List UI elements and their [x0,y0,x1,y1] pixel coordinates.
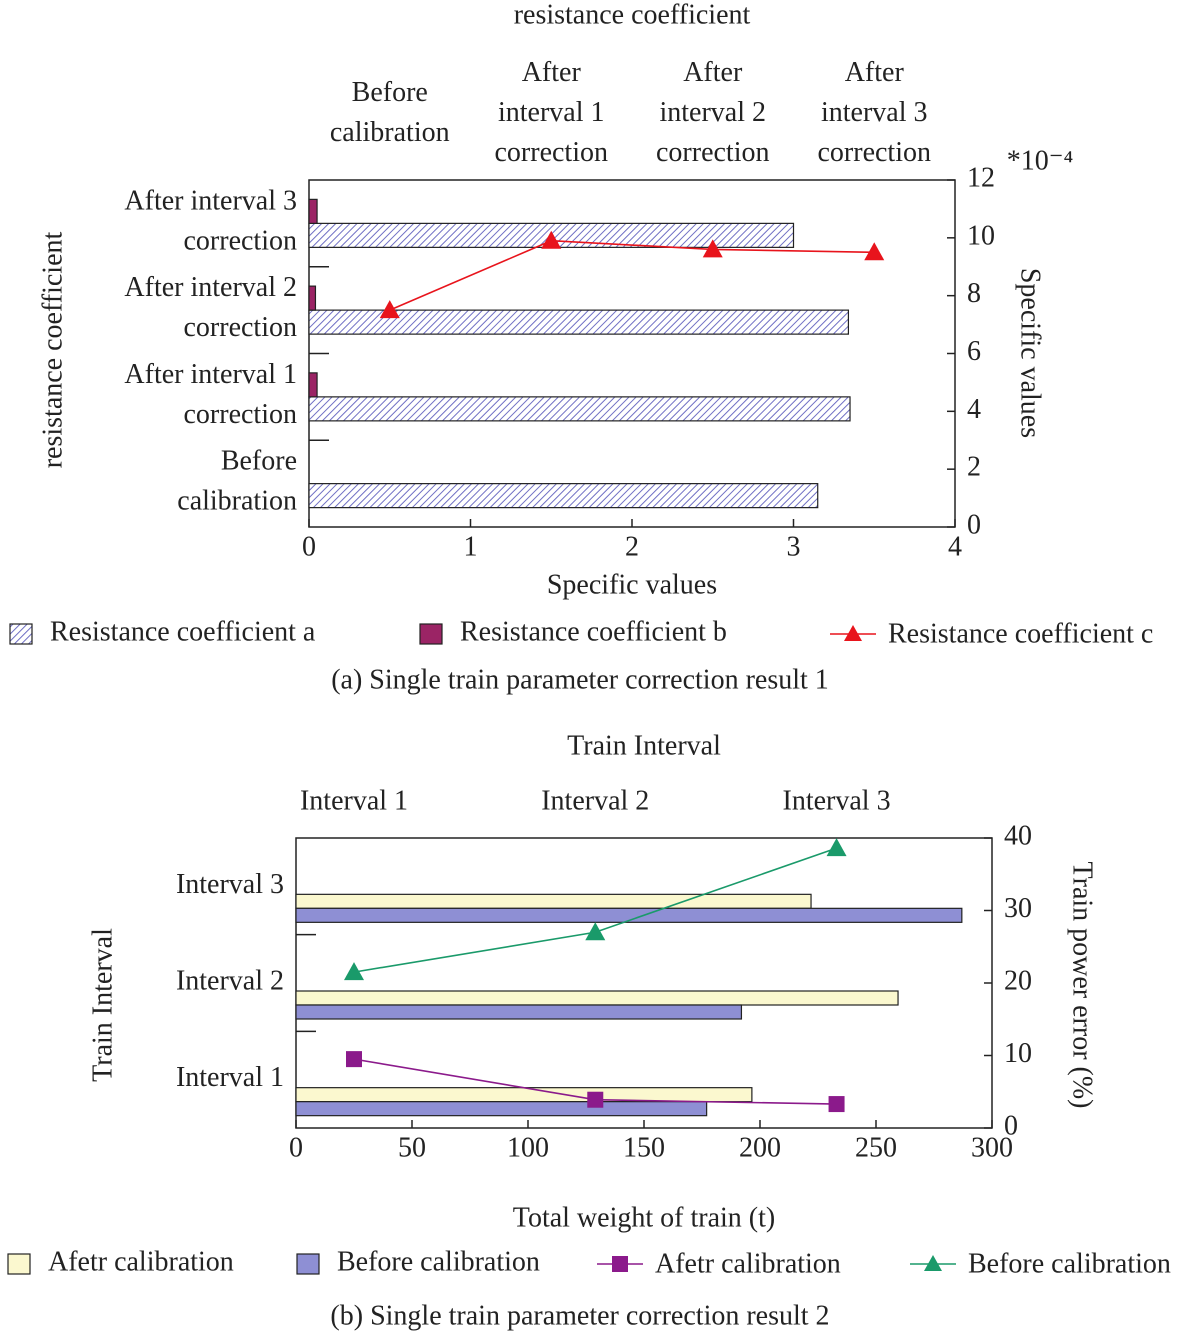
y-tick-label: After interval 3 correction [124,186,297,257]
x2-axis-title: resistance coefficient [514,0,751,30]
y-tick-label: After interval 1 correction [124,359,297,430]
y2-tick-label: 4 [967,394,981,425]
x-tick-label: 250 [855,1132,897,1163]
y-tick-label: Interval 1 [176,1062,284,1093]
marker [828,1096,845,1113]
bar [308,483,819,509]
bar [295,990,899,1006]
x-tick-label: 100 [507,1132,549,1163]
marker [702,239,723,258]
y2-tick-label: 6 [967,336,981,367]
y2-axis-title: Specific values [1015,268,1046,438]
y2-tick-label: 12 [967,162,995,193]
x2-tick-label: After interval 2 correction [656,57,770,168]
marker [379,300,400,319]
legend-label: Resistance coefficient b [460,616,727,647]
x-axis-title: Specific values [547,569,717,600]
x-axis-title: Total weight of train (t) [513,1202,775,1233]
y2-unit: *10⁻⁴ [1007,145,1074,176]
marker [344,962,364,981]
legend-marker [924,1255,942,1271]
plot-area [295,837,993,1129]
marker [346,1051,362,1068]
x2-tick-label: After interval 1 correction [495,57,609,168]
legend-marker [844,625,862,641]
y2-tick-label: 10 [1004,1038,1032,1069]
marker [826,838,847,857]
bar [295,1101,708,1117]
marker [587,1091,604,1108]
y-axis-title: resistance coefficient [37,231,68,468]
x-tick-label: 4 [948,531,962,562]
x-tick-label: 300 [971,1132,1013,1163]
legend-swatch [7,1253,31,1275]
y2-tick-label: 10 [967,220,995,251]
x2-tick-label: Interval 3 [783,785,891,816]
bar [295,893,812,909]
bar [308,396,851,422]
legend-swatch [296,1253,320,1275]
y2-tick-label: 0 [967,509,981,540]
y2-tick-label: 40 [1004,820,1032,851]
x-tick-label: 1 [464,531,478,562]
legend-label: Resistance coefficient a [50,616,316,647]
x2-tick-label: After interval 3 correction [818,57,932,168]
x2-axis-title: Train Interval [567,730,721,761]
line [389,239,875,311]
bar [295,907,963,923]
y2-tick-label: 20 [1004,965,1032,996]
y-tick-label: Interval 2 [176,965,284,996]
bar [295,1004,743,1020]
marker [864,242,885,261]
x-tick-label: 200 [739,1132,781,1163]
legend-label: Resistance coefficient c [888,618,1153,649]
legend-label: Before calibration [337,1246,540,1277]
caption: (b) Single train parameter correction re… [330,1300,829,1331]
legend-label: Afetr calibration [48,1246,234,1277]
bar [295,1087,753,1103]
legend-swatch [9,623,33,645]
caption: (a) Single train parameter correction re… [331,664,829,695]
x-tick-label: 3 [787,531,801,562]
x2-tick-label: Interval 1 [300,785,408,816]
bar [308,285,317,311]
bar [308,372,318,398]
legend-marker [612,1256,628,1272]
x-tick-label: 150 [623,1132,665,1163]
legend-swatch [419,623,443,645]
bar [308,198,318,224]
y-tick-label: Interval 3 [176,869,284,900]
x-tick-label: 0 [289,1132,303,1163]
y-axis-title: Train Interval [87,928,118,1082]
legend-label: Before calibration [968,1248,1171,1279]
y2-tick-label: 2 [967,452,981,483]
x2-tick-label: Before calibration [330,77,450,148]
y2-tick-label: 30 [1004,893,1032,924]
x-tick-label: 0 [302,531,316,562]
legend-label: Afetr calibration [655,1248,841,1279]
x-tick-label: 2 [625,531,639,562]
y2-tick-label: 0 [1004,1110,1018,1141]
marker [585,922,606,941]
y2-axis-title: Train power error (%) [1067,862,1098,1109]
y-tick-label: Before calibration [177,446,297,517]
y-tick-label: After interval 2 correction [124,273,297,344]
x-tick-label: 50 [398,1132,426,1163]
bar [308,309,850,335]
marker [541,230,562,249]
y2-tick-label: 8 [967,278,981,309]
x2-tick-label: Interval 2 [541,785,649,816]
